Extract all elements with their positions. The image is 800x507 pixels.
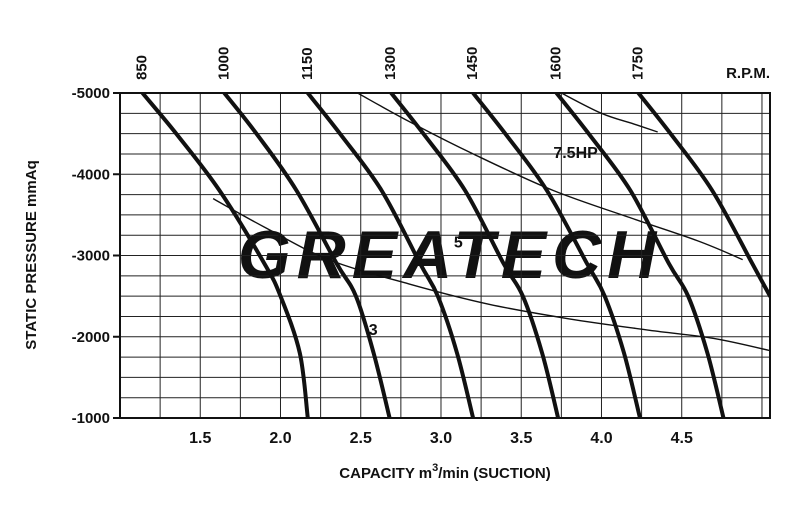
rpm-curve-1750	[636, 93, 770, 299]
rpm-curves	[140, 93, 770, 418]
y-tick-label: -5000	[72, 85, 110, 102]
y-tick-label: -4000	[72, 166, 110, 183]
x-axis-title-rest: /min (SUCTION)	[438, 465, 551, 482]
y-tick-label: -3000	[72, 248, 110, 265]
hp-label-7-5hp: 7.5HP	[553, 145, 598, 162]
horsepower-curves	[212, 93, 770, 352]
horsepower-labels: 7.5HP 5 3	[369, 145, 598, 339]
rpm-curve-1300	[389, 93, 561, 418]
rpm-curve-1150	[305, 93, 476, 418]
hp-label-3: 3	[369, 322, 378, 339]
x-tick-label: 3.0	[430, 430, 452, 447]
hp-label-5: 5	[454, 234, 463, 251]
hp-curve-7-5hp	[357, 93, 743, 261]
x-tick-label: 1.5	[189, 430, 211, 447]
rpm-label-1000: 1000	[215, 47, 232, 80]
x-tick-label: 2.5	[350, 430, 372, 447]
rpm-labels: 850 1000 1150 1300 1450 1600 1750	[134, 47, 647, 80]
rpm-curve-1000	[222, 93, 392, 418]
rpm-curve-1450	[471, 93, 642, 418]
x-axis-title: CAPACITY m3/min (SUCTION)	[339, 462, 550, 482]
rpm-unit-label: R.P.M.	[726, 65, 770, 82]
x-tick-label: 2.0	[269, 430, 291, 447]
x-tick-label: 4.0	[590, 430, 612, 447]
x-tick-labels: 1.5 2.0 2.5 3.0 3.5 4.0 4.5	[189, 430, 693, 447]
rpm-label-1150: 1150	[299, 47, 316, 80]
y-tick-labels: -5000 -4000 -3000 -2000 -1000	[72, 85, 120, 427]
y-tick-label: -2000	[72, 329, 110, 346]
grid	[120, 93, 770, 418]
y-tick-label: -1000	[72, 410, 110, 427]
x-axis-title-main: CAPACITY m	[339, 465, 432, 482]
x-tick-label: 4.5	[671, 430, 693, 447]
rpm-label-1600: 1600	[548, 47, 565, 80]
hp-curve-5	[212, 197, 770, 352]
rpm-label-1750: 1750	[629, 47, 646, 80]
hp-curve-upper-2	[561, 93, 658, 133]
rpm-label-1450: 1450	[464, 47, 481, 80]
y-axis-title: STATIC PRESSURE mmAq	[23, 160, 40, 349]
rpm-label-850: 850	[134, 55, 151, 80]
rpm-label-1300: 1300	[382, 47, 399, 80]
rpm-curve-1600	[554, 93, 726, 418]
rpm-curve-850	[140, 93, 310, 418]
x-axis-title-superscript: 3	[432, 462, 438, 474]
x-tick-label: 3.5	[510, 430, 532, 447]
